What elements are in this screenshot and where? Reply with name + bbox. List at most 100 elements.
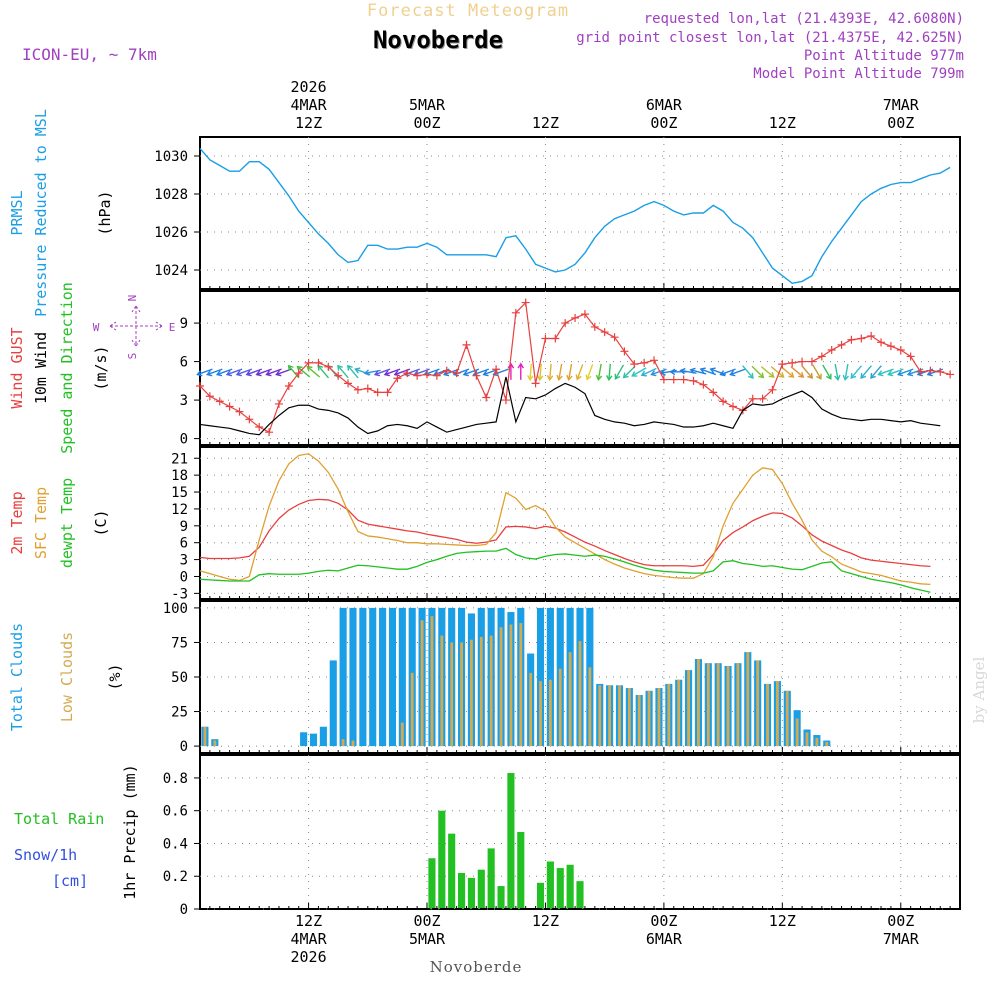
- gust-marker: [363, 384, 372, 393]
- precip-legend-item: Total Rain: [14, 810, 104, 828]
- low-cloud-bar: [618, 685, 621, 747]
- time-label-bottom: 00Z: [413, 912, 440, 930]
- gust-marker: [768, 385, 777, 394]
- wind-arrow-head: [689, 367, 696, 374]
- time-label-top: 6MAR: [646, 96, 683, 114]
- gust-marker: [719, 397, 728, 406]
- total-cloud-bar: [379, 607, 387, 747]
- low-cloud-bar: [568, 652, 572, 747]
- panel-label: 2m Temp: [8, 491, 26, 554]
- total-cloud-bar: [319, 726, 327, 747]
- low-cloud-bar: [726, 665, 730, 747]
- wind-arrow: [586, 364, 594, 380]
- y-tick-label: 9: [180, 316, 188, 332]
- y-tick-label: 1028: [154, 187, 188, 203]
- wind-arrow: [770, 366, 784, 378]
- wind-arrow: [751, 365, 764, 379]
- wind-arrow-head: [556, 374, 563, 382]
- wind-arrow-head: [778, 372, 785, 378]
- wind-arrow-head: [709, 367, 716, 374]
- wind-arrow-head: [850, 372, 857, 379]
- wind-arrow: [558, 363, 563, 380]
- y-tick-label: 6: [180, 536, 188, 552]
- wind-arrow-head: [747, 372, 754, 379]
- wind-arrow: [730, 368, 746, 376]
- panel-label: 1hr Precip (mm): [121, 764, 139, 899]
- model-label: ICON-EU, ~ 7km: [22, 45, 157, 64]
- panel-label: Pressure Reduced to MSL: [32, 109, 50, 317]
- low-cloud-bar: [815, 737, 819, 747]
- gust-marker: [413, 371, 422, 380]
- panel-pressure: 1024 1026 1028 1030 PRMSL Pressure Reduced to…: [8, 109, 961, 317]
- wind-arrow: [384, 368, 401, 376]
- low-cloud-bar: [578, 641, 582, 747]
- wind-arrow-head: [825, 373, 832, 380]
- rain-bar: [576, 881, 584, 909]
- low-cloud-bar: [716, 663, 720, 747]
- gust-marker: [492, 365, 501, 374]
- wind-arrow-head: [275, 370, 282, 377]
- wind-arrow-head: [622, 372, 629, 379]
- gust-marker: [344, 379, 353, 388]
- low-cloud-bar: [746, 652, 750, 747]
- low-cloud-bar: [825, 741, 829, 747]
- gust-marker: [403, 369, 412, 378]
- y-tick-label: 18: [171, 468, 188, 484]
- low-cloud-bar: [470, 639, 473, 747]
- total-cloud-bar: [339, 607, 347, 747]
- gust-marker: [600, 328, 609, 337]
- rain-bar: [497, 886, 505, 909]
- total-cloud-bar: [369, 607, 377, 747]
- time-label-bottom: 6MAR: [646, 930, 683, 948]
- gust-marker: [551, 334, 560, 343]
- gust-marker: [571, 313, 580, 322]
- low-cloud-bar: [440, 635, 444, 747]
- low-cloud-bar: [775, 681, 779, 747]
- wind-arrow: [660, 369, 677, 374]
- wind-arrow-head: [546, 375, 554, 382]
- wind-arrow: [790, 366, 804, 378]
- gust-marker: [235, 407, 244, 416]
- wind-arrow-head: [595, 374, 603, 382]
- wind-arrow-head: [507, 362, 515, 369]
- wind-arrow: [870, 365, 882, 379]
- rain-bar: [438, 810, 446, 909]
- low-cloud-bar: [805, 732, 809, 747]
- y-tick-label: 0.2: [163, 869, 188, 885]
- precip-legend-item: Snow/1h: [14, 846, 77, 864]
- wind-arrow: [317, 365, 330, 379]
- wind-arrow: [337, 365, 349, 379]
- time-label-bottom: 7MAR: [883, 930, 920, 948]
- low-cloud-bar: [410, 672, 414, 747]
- wind-arrow-head: [265, 370, 272, 377]
- wind-arrow-head: [906, 370, 914, 377]
- wind-arrow: [197, 368, 213, 376]
- low-cloud-bar: [450, 642, 454, 747]
- wind-arrow-head: [834, 374, 841, 382]
- gust-marker: [896, 346, 905, 355]
- y-tick-label: 0: [180, 902, 188, 918]
- low-cloud-bar: [677, 679, 681, 747]
- temp-sfc-line: [199, 453, 931, 586]
- wind-arrow-head: [870, 372, 876, 379]
- panel-label: Low Clouds: [58, 632, 76, 722]
- low-cloud-bar: [213, 740, 217, 747]
- low-cloud-bar: [795, 718, 799, 747]
- gust-marker: [462, 340, 471, 349]
- wind-arrow-head: [517, 362, 525, 369]
- time-label-top: 12Z: [769, 114, 796, 132]
- gust-marker: [659, 375, 668, 384]
- gust-marker: [472, 371, 481, 380]
- panel-label: PRMSL: [8, 190, 26, 235]
- total-cloud-bar: [309, 733, 318, 747]
- wind-arrow: [463, 368, 480, 376]
- time-label-top: 12Z: [295, 114, 322, 132]
- time-label-top: 7MAR: [883, 96, 920, 114]
- gust-marker: [442, 366, 451, 375]
- rain-bar: [546, 861, 554, 909]
- wind-arrow-head: [816, 373, 822, 380]
- low-cloud-bar: [529, 672, 533, 747]
- low-cloud-bar: [637, 694, 641, 747]
- wind-arrows: [196, 362, 944, 382]
- wind-arrow: [493, 368, 509, 376]
